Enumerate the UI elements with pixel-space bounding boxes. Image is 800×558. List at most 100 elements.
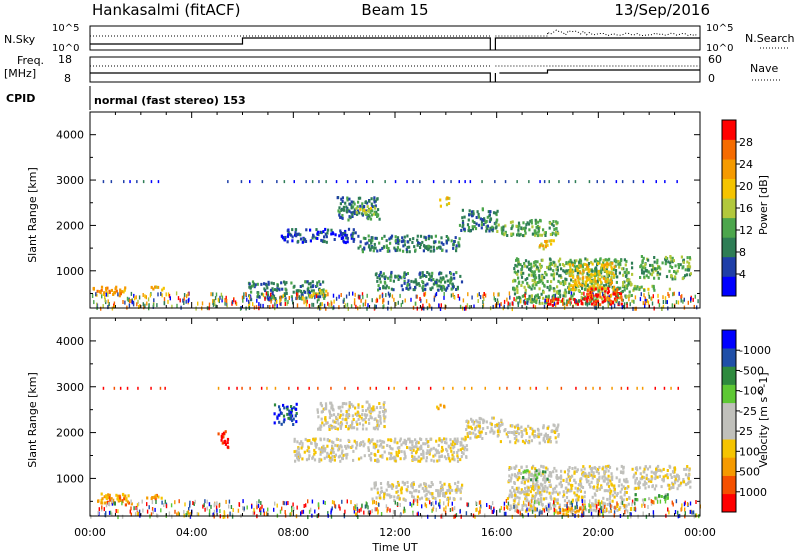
echo-cell — [441, 440, 443, 443]
echo-cell — [554, 302, 555, 306]
echo-cell — [668, 270, 670, 273]
echo-cell — [105, 298, 106, 302]
echo-cell — [326, 232, 328, 235]
echo-cell — [669, 466, 671, 469]
echo-cell — [461, 216, 463, 219]
echo-cell — [611, 305, 612, 309]
echo-cell — [401, 488, 403, 491]
echo-cell — [570, 295, 571, 299]
echo-cell — [384, 415, 386, 418]
echo-cell — [621, 497, 623, 500]
echo-cell — [510, 227, 512, 230]
echo-cell — [607, 503, 609, 506]
echo-cell — [618, 266, 620, 269]
echo-cell — [550, 475, 552, 478]
echo-cell — [394, 438, 396, 441]
echo-cell — [607, 287, 609, 290]
echo-cell — [305, 228, 307, 231]
echo-cell — [581, 292, 583, 295]
echo-cell — [332, 409, 334, 412]
echo-cell — [685, 511, 686, 515]
echo-cell — [565, 278, 567, 281]
echo-cell — [412, 486, 414, 489]
echo-cell — [151, 496, 153, 499]
echo-cell — [584, 472, 586, 475]
echo-cell — [356, 444, 358, 447]
echo-cell — [422, 456, 424, 459]
echo-cell — [482, 219, 484, 222]
echo-cell — [168, 292, 169, 296]
echo-cell — [296, 403, 298, 406]
echo-cell — [595, 280, 597, 283]
echo-cell — [566, 504, 567, 508]
echo-cell — [606, 483, 608, 486]
echo-cell — [616, 468, 618, 471]
echo-cell — [611, 472, 613, 475]
echo-cell — [218, 387, 220, 390]
echo-cell — [306, 303, 307, 307]
echo-cell — [564, 282, 566, 285]
echo-cell — [560, 267, 562, 270]
echo-cell — [460, 497, 462, 500]
echo-cell — [356, 414, 358, 417]
echo-cell — [575, 506, 576, 510]
echo-cell — [542, 228, 544, 231]
echo-cell — [684, 298, 685, 302]
echo-cell — [491, 226, 493, 229]
echo-cell — [432, 501, 433, 505]
nsky-label: N.Sky — [4, 33, 36, 46]
echo-cell — [453, 451, 455, 454]
echo-cell — [688, 477, 690, 480]
echo-cell — [285, 302, 286, 306]
echo-cell — [477, 293, 478, 297]
echo-cell — [425, 503, 426, 507]
echo-cell — [599, 488, 601, 491]
echo-cell — [338, 234, 340, 237]
echo-cell — [316, 294, 317, 298]
echo-cell — [635, 487, 637, 490]
echo-cell — [441, 515, 442, 519]
echo-cell — [362, 295, 363, 299]
echo-cell — [139, 510, 140, 514]
echo-cell — [538, 276, 540, 279]
echo-cell — [385, 275, 387, 278]
echo-cell — [379, 497, 381, 500]
echo-cell — [613, 274, 615, 277]
echo-cell — [636, 287, 638, 290]
echo-cell — [381, 454, 383, 457]
echo-cell — [371, 214, 373, 217]
echo-cell — [213, 303, 214, 307]
echo-cell — [100, 307, 101, 311]
echo-cell — [374, 486, 376, 489]
echo-cell — [538, 486, 540, 489]
echo-cell — [571, 510, 572, 514]
echo-cell — [489, 227, 491, 230]
echo-cell — [610, 279, 612, 282]
echo-cell — [500, 440, 502, 443]
echo-cell — [283, 294, 284, 298]
echo-cell — [154, 496, 156, 499]
echo-cell — [395, 501, 396, 505]
echo-cell — [391, 486, 393, 489]
echo-cell — [659, 273, 661, 276]
echo-cell — [320, 402, 322, 405]
echo-cell — [626, 498, 628, 501]
echo-cell — [428, 451, 430, 454]
echo-cell — [528, 228, 530, 231]
echo-cell — [625, 263, 627, 266]
echo-cell — [616, 509, 618, 512]
echo-cell — [452, 247, 454, 250]
echo-cell — [402, 300, 403, 304]
echo-cell — [414, 249, 416, 252]
echo-cell — [626, 304, 627, 308]
echo-cell — [381, 237, 383, 240]
echo-cell — [385, 287, 387, 290]
echo-cell — [685, 268, 687, 271]
echo-cell — [346, 410, 348, 413]
echo-cell — [444, 455, 446, 458]
echo-cell — [648, 497, 650, 500]
echo-cell — [324, 294, 325, 298]
echo-cell — [294, 180, 296, 183]
echo-cell — [105, 287, 107, 290]
echo-cell — [581, 513, 582, 517]
